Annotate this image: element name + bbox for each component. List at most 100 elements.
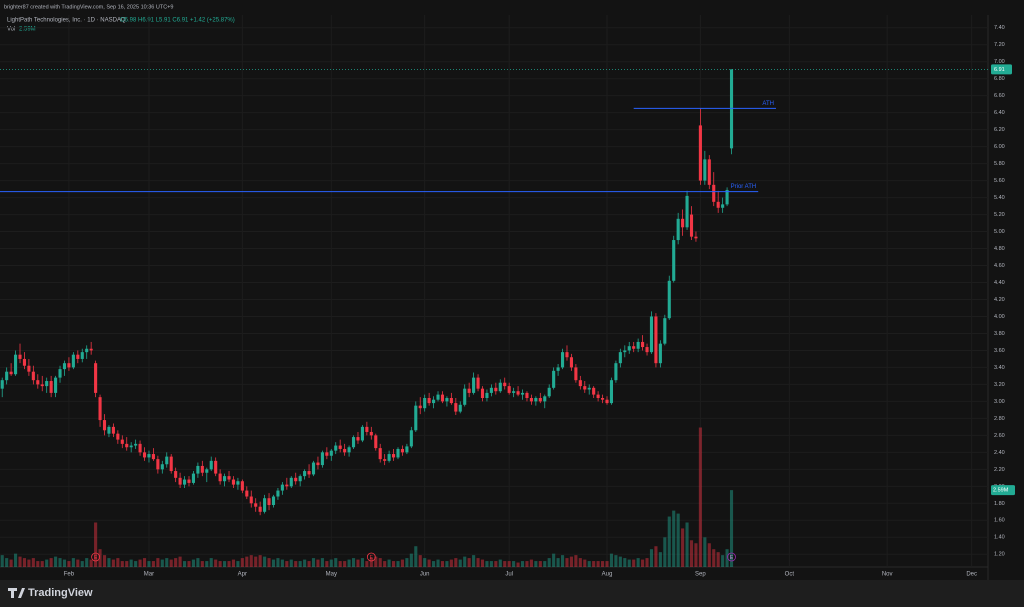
candle-body	[632, 346, 636, 349]
ohlc-text: O5.98 H6.91 L5.91 C6.91 +1.42 (+25.87%)	[120, 18, 235, 24]
event-label: E	[94, 555, 98, 561]
volume-bar	[45, 559, 49, 567]
candle-body	[485, 392, 489, 399]
volume-bar	[636, 558, 640, 567]
candle-body	[445, 398, 449, 402]
candle-body	[609, 380, 614, 404]
candle-body	[94, 363, 98, 393]
candle-body	[712, 184, 716, 202]
y-tick-label: 4.80	[994, 246, 1005, 252]
volume-bar	[485, 561, 489, 567]
volume-bar	[334, 558, 338, 567]
volume-bar	[725, 549, 729, 567]
candle-body	[223, 476, 227, 482]
volume-bar	[289, 559, 293, 567]
candle-body	[9, 371, 13, 375]
volume-bar	[316, 559, 320, 567]
event-label: E	[730, 555, 734, 561]
volume-bar	[525, 561, 529, 567]
candle-body	[681, 218, 685, 228]
volume-bar	[280, 559, 284, 567]
event-marker	[91, 552, 101, 562]
volume-bar	[658, 552, 662, 567]
candle-body	[592, 387, 596, 395]
candle-body	[627, 346, 631, 351]
volume-bar	[400, 559, 405, 567]
candle-body	[601, 398, 605, 400]
volume-bar	[587, 561, 591, 567]
volume-bar	[729, 490, 734, 567]
candle-body	[343, 448, 347, 453]
volume-bar	[343, 561, 347, 567]
volume-bar	[472, 555, 476, 567]
volume-bar	[49, 558, 53, 567]
y-tick-label: 1.40	[994, 535, 1005, 541]
candle-body	[663, 318, 667, 344]
candle-body	[520, 392, 525, 395]
candle-body	[267, 498, 271, 506]
candle-body	[703, 159, 707, 181]
candle-body	[263, 498, 267, 512]
volume-bar	[227, 561, 231, 567]
volume-bar	[98, 549, 102, 567]
volume-bar	[614, 555, 618, 567]
candle-body	[303, 471, 307, 477]
candle-body	[351, 437, 356, 448]
volume-bar	[134, 561, 138, 567]
volume-bar	[236, 561, 240, 567]
volume-bar	[560, 555, 565, 567]
volume-bar	[649, 549, 654, 567]
volume-bar	[156, 558, 160, 567]
candle-body	[196, 465, 200, 474]
volume-bar	[569, 556, 573, 567]
candle-body	[125, 443, 129, 448]
candle-body	[36, 380, 40, 385]
volume-bar	[9, 559, 13, 567]
candle-body	[45, 381, 49, 387]
y-tick-label: 2.80	[994, 416, 1005, 422]
volume-bar	[151, 561, 155, 567]
volume-bar	[387, 559, 391, 567]
volume-bar	[325, 561, 329, 567]
y-tick-label: 6.60	[994, 93, 1005, 99]
y-tick-label: 7.20	[994, 42, 1005, 48]
volume-bar	[303, 559, 307, 567]
candle-body	[387, 454, 391, 461]
volume-bar	[578, 558, 582, 567]
candle-body	[209, 460, 213, 470]
volume-bar	[498, 559, 502, 567]
candle-body	[116, 433, 120, 440]
volume-bar	[329, 559, 333, 567]
volume-bar	[182, 561, 187, 567]
volume-bar	[641, 559, 645, 567]
credit: brighter87 created with TradingView.com,…	[4, 4, 173, 10]
volume-bar	[565, 558, 569, 567]
volume-bar	[369, 558, 373, 567]
volume-bar	[654, 546, 658, 567]
volume-bar	[58, 558, 62, 567]
volume-bar	[632, 559, 636, 567]
volume-bar	[454, 558, 458, 567]
candle-body	[498, 382, 502, 392]
volume-bar	[347, 559, 351, 567]
candle-body	[676, 218, 680, 241]
candle-body	[67, 363, 71, 368]
candle-body	[400, 448, 405, 453]
candle-body	[89, 348, 93, 351]
volume-bar	[712, 549, 716, 567]
candle-body	[543, 396, 547, 402]
candle-body	[414, 405, 418, 431]
candle-body	[578, 380, 582, 387]
x-tick-label: Nov	[882, 572, 893, 578]
candle-body	[311, 462, 316, 475]
candle-body	[76, 354, 80, 359]
volume-bar	[601, 561, 605, 567]
volume-bar	[596, 561, 600, 567]
volume-bar	[285, 561, 289, 567]
event-label: E	[370, 555, 374, 561]
candle-body	[645, 347, 649, 353]
candle-body	[516, 391, 520, 395]
candle-body	[0, 380, 4, 389]
candle-body	[160, 464, 164, 470]
candle-body	[329, 450, 333, 456]
